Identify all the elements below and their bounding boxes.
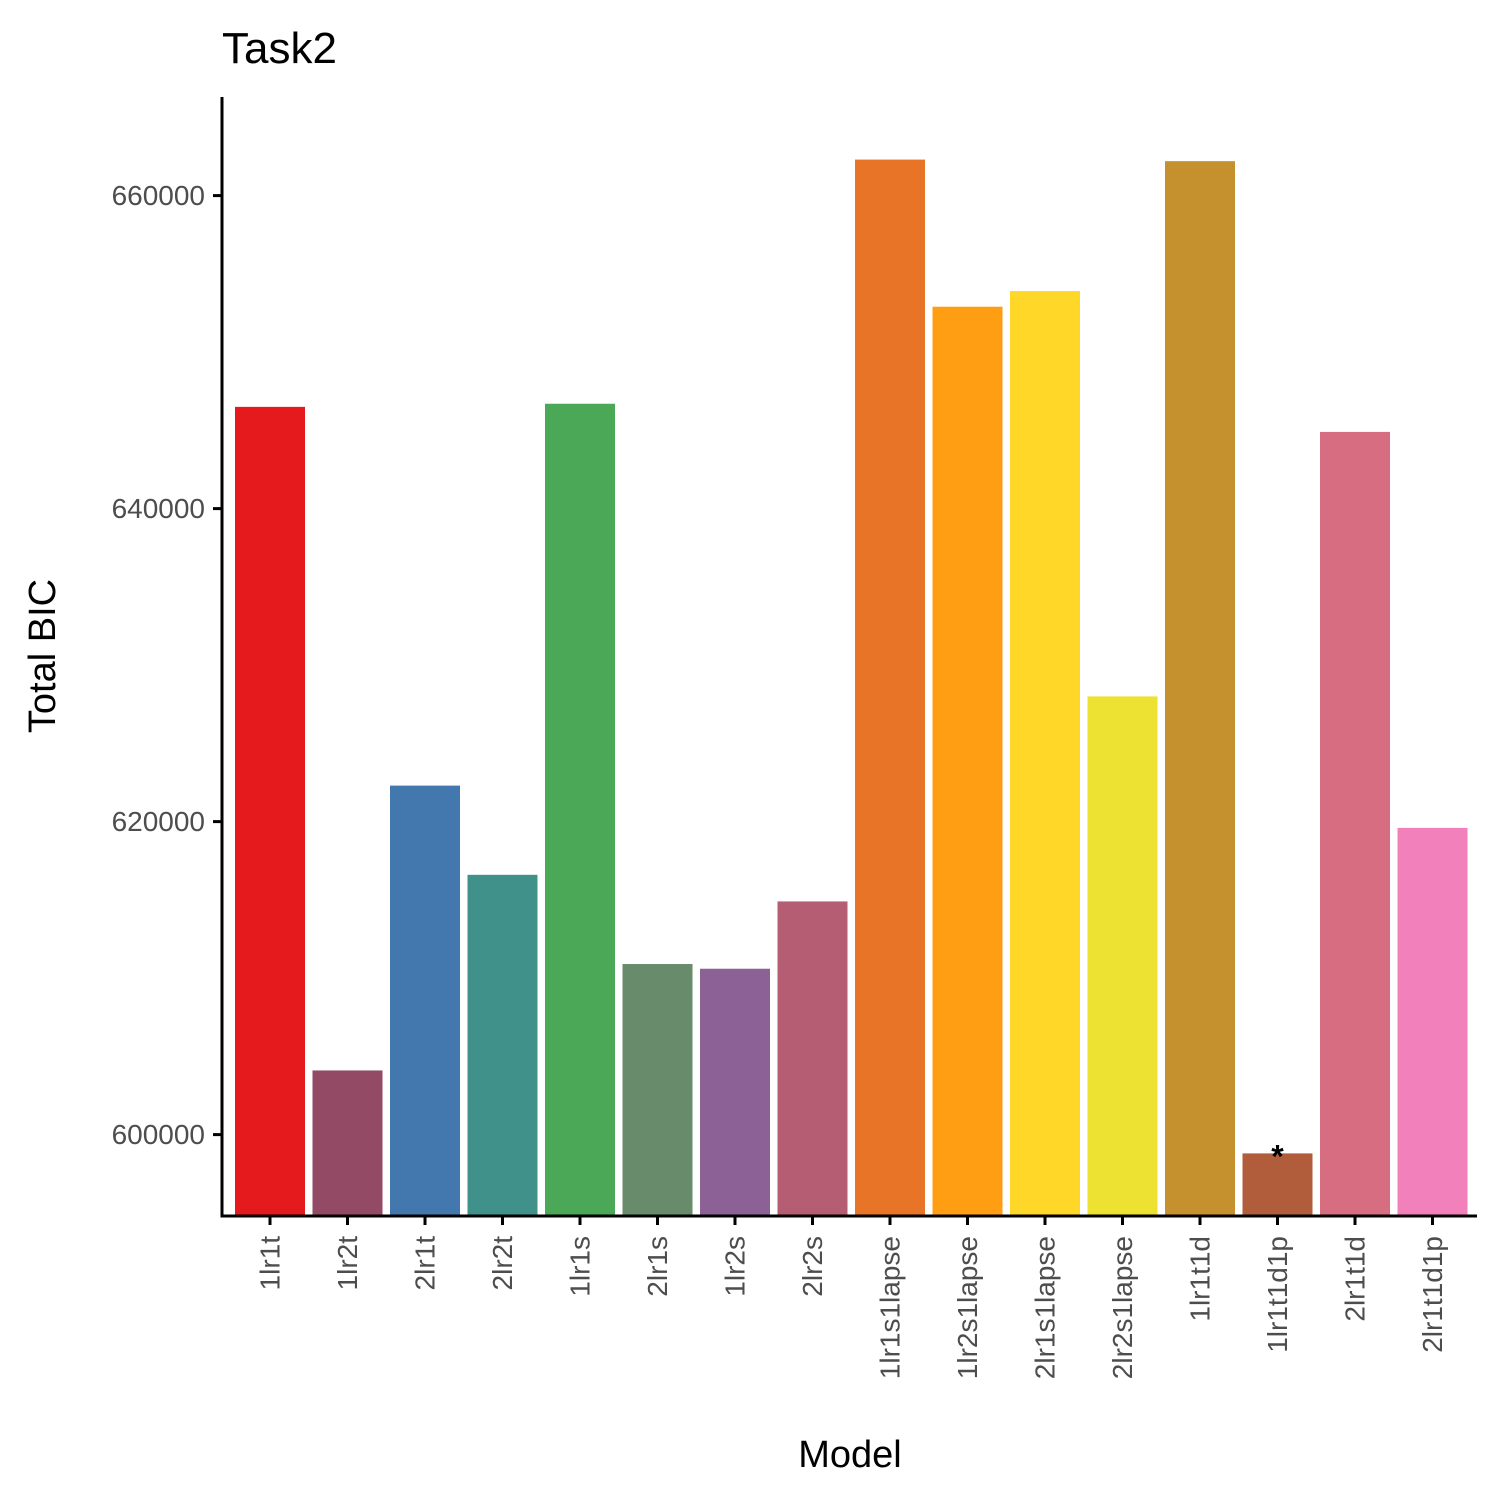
bar-2lr1t1d: [1320, 431, 1390, 1216]
x-tick-label: 1lr1t: [255, 1236, 286, 1291]
bar-2lr1s1lapse: [1010, 291, 1080, 1216]
x-tick-label: 2lr1t1d1p: [1417, 1236, 1448, 1353]
y-tick-label: 660000: [112, 180, 205, 211]
x-tick-label: 2lr2s: [797, 1236, 828, 1297]
bar-1lr2s1lapse: [932, 306, 1003, 1216]
annotations-group: *: [1271, 1138, 1284, 1174]
x-tick-label: 2lr1t: [410, 1236, 441, 1291]
x-tick-label: 1lr2t: [332, 1236, 363, 1291]
x-tick-label: 1lr1t1d1p: [1262, 1236, 1293, 1353]
bars-group: [235, 159, 1468, 1217]
x-tick-label: 2lr2t: [487, 1236, 518, 1291]
y-tick-label: 620000: [112, 806, 205, 837]
x-tick-label: 2lr1s1lapse: [1030, 1236, 1061, 1379]
y-axis-title: Total BIC: [22, 579, 64, 733]
bar-2lr2t: [467, 874, 538, 1216]
bar-1lr1s: [545, 403, 615, 1217]
x-tick-label: 1lr1t1d: [1185, 1236, 1216, 1322]
bar-2lr1s: [622, 964, 693, 1216]
chart-title: Task2: [222, 24, 337, 73]
bar-1lr2s: [700, 968, 770, 1216]
x-tick-label: 1lr1s1lapse: [875, 1236, 906, 1379]
x-tick-label: 1lr2s: [720, 1236, 751, 1297]
bar-1lr2t: [312, 1070, 383, 1216]
y-axis-ticks: 600000 620000 640000 660000: [112, 180, 222, 1150]
x-tick-label: 1lr2s1lapse: [952, 1236, 983, 1379]
bar-2lr2s1lapse: [1087, 696, 1158, 1216]
x-tick-label: 2lr1s: [642, 1236, 673, 1297]
bar-2lr1t1d1p: [1397, 827, 1468, 1216]
bar-2lr1t: [390, 785, 460, 1216]
bar-1lr1s1lapse: [855, 159, 925, 1216]
bar-1lr1t: [235, 406, 305, 1216]
x-axis-ticks: 1lr1t 1lr2t 2lr1t 2lr2t 1lr1s 2lr1s 1lr2s 2lr2s…: [255, 1216, 1448, 1379]
x-axis-title: Model: [798, 1434, 902, 1476]
y-tick-label: 640000: [112, 493, 205, 524]
significance-marker: *: [1271, 1138, 1284, 1174]
x-tick-label: 2lr2s1lapse: [1107, 1236, 1138, 1379]
bar-1lr1t1d: [1165, 161, 1235, 1217]
x-tick-label: 1lr1s: [565, 1236, 596, 1297]
y-tick-label: 600000: [112, 1119, 205, 1150]
bar-1lr1t1d1p: [1242, 1153, 1313, 1216]
x-tick-label: 2lr1t1d: [1340, 1236, 1371, 1322]
bar-2lr2s: [777, 901, 848, 1216]
